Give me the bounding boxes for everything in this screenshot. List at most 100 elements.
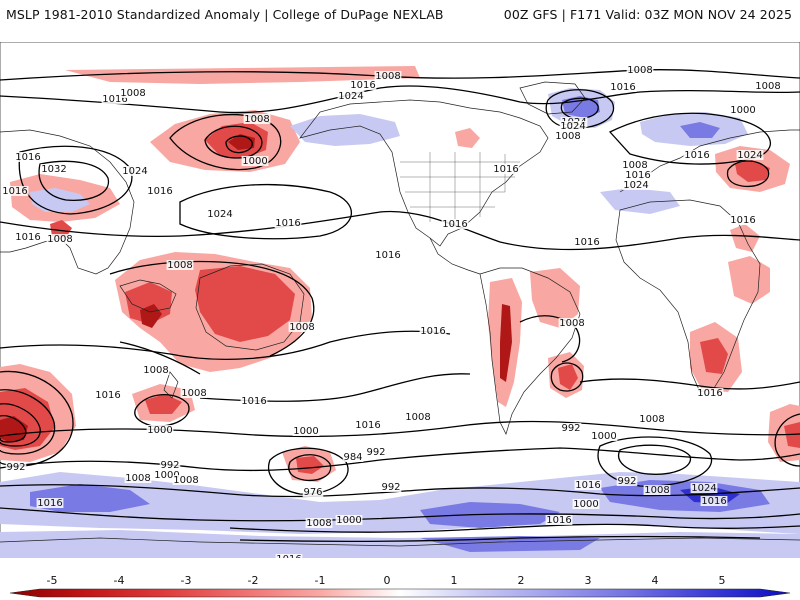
isobar-label-bg: [558, 318, 586, 328]
legend-bar: [9, 588, 791, 598]
anomaly-australia-mid: [195, 266, 295, 342]
legend-tick-label: 3: [585, 574, 592, 587]
isobar-label: 1000: [573, 499, 598, 510]
isobar-wpac-1: [0, 389, 56, 455]
header-bar: MSLP 1981-2010 Standardized Anomaly | Co…: [0, 0, 800, 30]
isobar-label-bg: [354, 420, 382, 430]
isobar-label: 1008: [181, 388, 206, 399]
isobar-label: 1008: [644, 485, 669, 496]
isobar-label-bg: [754, 81, 782, 91]
isobar-label-bg: [616, 476, 638, 486]
legend-tick-label: -5: [47, 574, 58, 587]
isobar-label: 1008: [755, 81, 780, 92]
isobar-label-bg: [700, 496, 728, 506]
color-legend: -5 -4 -3 -2 -1 0 1 2 3 4 5: [9, 574, 791, 598]
isobar-label: 1024: [691, 483, 716, 494]
isobar-label: 1016: [147, 186, 172, 197]
isobar-label-bg: [121, 166, 149, 176]
coast-greenland: [519, 81, 586, 115]
isobar-label-bg: [574, 480, 602, 490]
isobar-siberian-high: [18, 145, 133, 215]
isobar-1016-ant: [0, 507, 800, 522]
isobar-label: 1008: [173, 475, 198, 486]
isobar-label: 1008: [244, 114, 269, 125]
isobar-label: 1008: [639, 414, 664, 425]
isobar-label-bg: [609, 82, 637, 92]
isobar-europe: [608, 112, 772, 165]
isobar-label: 1016: [610, 82, 635, 93]
isobar-label-bg: [124, 473, 152, 483]
anomaly-andes-strong: [500, 304, 512, 382]
isobar-pac-high: [179, 183, 352, 240]
isobar-label: 1016: [15, 152, 40, 163]
isobar-label: 1024: [122, 166, 147, 177]
isobar-label: 1008: [289, 322, 314, 333]
isobar-label-bg: [572, 499, 600, 509]
isobar-label-bg: [5, 462, 27, 472]
isobar-label-bg: [159, 460, 181, 470]
isobar-1000-ant: [229, 523, 800, 533]
anomaly-azores-pos: [600, 188, 680, 214]
isobar-label-bg: [683, 150, 711, 160]
isobar-label-bg: [380, 482, 402, 492]
isobar-label-bg: [560, 423, 582, 433]
coast-indonesia: [119, 279, 177, 313]
isobar-spac-inner: [288, 454, 332, 482]
isobar-label-bg: [643, 485, 671, 495]
isobar-label: 1000: [591, 431, 616, 442]
anomaly-southern-mid-east: [600, 480, 770, 512]
isobar-label: 1016: [420, 326, 445, 337]
valid-time-label: 00Z GFS | F171 Valid: 03Z MON NOV 24 202…: [503, 7, 792, 22]
isobar-label-bg: [559, 121, 587, 131]
isobar-1008-north: [0, 69, 800, 81]
isobar-label: 1024: [338, 91, 363, 102]
isobar-label: 1016: [701, 496, 726, 507]
isobar-label-bg: [554, 131, 582, 141]
isobar-satl-low: [550, 362, 584, 392]
coast-south-america: [479, 267, 581, 435]
anomaly-satl-mid: [558, 364, 578, 390]
isobar-label: 1016: [102, 94, 127, 105]
isobar-label-bg: [441, 219, 469, 229]
isobar-contours: [0, 69, 800, 542]
isobar-label-bg: [626, 65, 654, 75]
isobar-label-bg: [40, 164, 68, 174]
isobar-label-bg: [404, 412, 432, 422]
isobar-label: 1016: [276, 554, 301, 558]
isobar-label-bg: [146, 425, 174, 435]
isobar-992-so: [0, 447, 800, 472]
isobar-label-bg: [624, 170, 652, 180]
isobar-label-bg: [305, 518, 333, 528]
anomaly-spac-mid: [296, 456, 324, 474]
coast-central-america: [429, 237, 481, 275]
anomaly-russia-mid: [735, 160, 770, 182]
isobar-label: 1016: [730, 215, 755, 226]
anomaly-southern-mid-center: [420, 502, 560, 528]
isobar-label-bg: [349, 80, 377, 90]
isobar-1008-tropics-b: [119, 341, 201, 375]
isobar-label-bg: [288, 322, 316, 332]
isobar-label-bg: [180, 388, 208, 398]
isobar-label: 1008: [306, 518, 331, 529]
isobar-label: 1000: [336, 515, 361, 526]
isobar-label-bg: [374, 71, 402, 81]
isobar-label-bg: [621, 160, 649, 170]
isobar-label: 1016: [37, 498, 62, 509]
isobar-label-bg: [241, 156, 269, 166]
isobar-label-bg: [736, 150, 764, 160]
isobar-russia-low: [726, 160, 770, 188]
isobar-label-bg: [622, 180, 650, 190]
isobar-label: 1008: [375, 71, 400, 82]
isobar-label: 1000: [154, 470, 179, 481]
isobar-label: 992: [561, 423, 580, 434]
isobar-aleutian-outer: [169, 113, 282, 171]
isobar-1016-subtrop-n: [0, 210, 800, 251]
isobar-label: 1008: [559, 318, 584, 329]
isobar-label: 1024: [623, 180, 648, 191]
isobar-label-bg: [545, 515, 573, 525]
isobar-label: 1016: [697, 388, 722, 399]
anomaly-africa-mid: [700, 338, 728, 374]
coast-africa: [615, 199, 761, 393]
isobar-label: 1024: [207, 209, 232, 220]
